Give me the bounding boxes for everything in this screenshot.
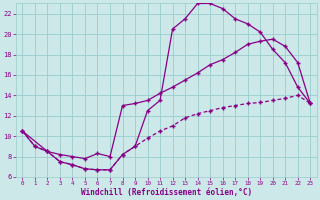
X-axis label: Windchill (Refroidissement éolien,°C): Windchill (Refroidissement éolien,°C) xyxy=(81,188,252,197)
